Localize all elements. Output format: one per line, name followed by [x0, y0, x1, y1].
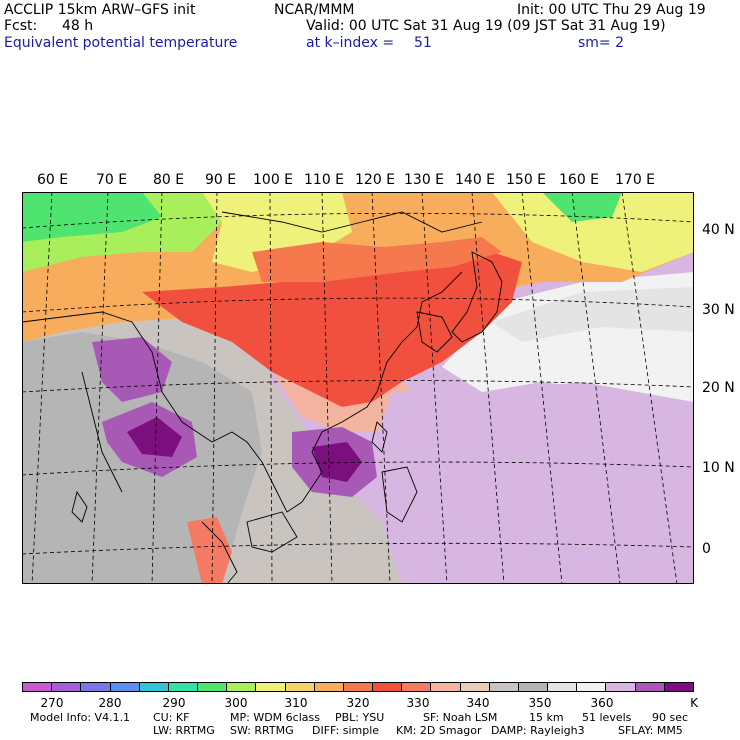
colorbar-swatch	[139, 683, 169, 691]
field-name: Equivalent potential temperature	[4, 35, 238, 51]
colorbar-swatch	[402, 683, 432, 691]
region-north-pacific-gray	[492, 287, 694, 342]
forecast-label: Fcst:	[4, 18, 38, 34]
forecast-hours: 48 h	[62, 18, 94, 34]
colorbar-tick: 310	[284, 696, 308, 710]
lon-label: 160 E	[559, 172, 600, 188]
colorbar-swatch	[343, 683, 374, 691]
lon-label: 100 E	[253, 172, 294, 188]
footer-damp: DAMP: Rayleigh3	[491, 724, 585, 737]
level-value: 51	[414, 35, 432, 51]
footer-lw: LW: RRTMG	[153, 724, 215, 737]
colorbar-swatch	[256, 683, 286, 691]
lat-label: 0	[702, 541, 711, 557]
colorbar-unit: K	[690, 696, 698, 710]
lon-label: 170 E	[615, 172, 656, 188]
colorbar-tick: 290	[162, 696, 186, 710]
footer-km: KM: 2D Smagor	[396, 724, 482, 737]
footer-sflay: SFLAY: MM5	[618, 724, 683, 737]
colorbar-tick: 340	[466, 696, 490, 710]
colorbar-swatch	[23, 683, 53, 691]
colorbar-tick: 330	[406, 696, 430, 710]
map-border	[22, 192, 694, 584]
colorbar-swatch	[664, 683, 693, 691]
colorbar-swatch	[577, 683, 607, 691]
footer-sw: SW: RRTMG	[230, 724, 294, 737]
colorbar-swatch	[168, 683, 199, 691]
footer-cu: CU: KF	[153, 711, 190, 724]
region-sumatra	[187, 517, 232, 584]
colorbar	[22, 682, 694, 692]
map-panel	[22, 192, 694, 584]
region-south-china-sea-core	[312, 442, 362, 482]
region-bay-of-bengal-core	[127, 417, 182, 457]
region-far-north-east	[492, 192, 694, 272]
model-title: ACCLIP 15km ARW–GFS init	[4, 2, 196, 18]
lon-label: 80 E	[153, 172, 185, 188]
footer-sf: SF: Noah LSM	[423, 711, 498, 724]
lat-label: 30 N	[702, 302, 735, 318]
lat-label: 40 N	[702, 222, 735, 238]
colorbar-tick: 300	[224, 696, 248, 710]
region-central-asia-band	[252, 237, 502, 282]
colorbar-swatch	[227, 683, 257, 691]
colorbar-swatch	[518, 683, 549, 691]
footer-levels: 51 levels	[582, 711, 632, 724]
valid-time: Valid: 00 UTC Sat 31 Aug 19 (09 JST Sat …	[306, 18, 666, 34]
colorbar-swatch	[460, 683, 490, 691]
lon-label: 110 E	[304, 172, 345, 188]
colorbar-swatch	[110, 683, 140, 691]
colorbar-swatch	[52, 683, 82, 691]
colorbar-tick: 320	[346, 696, 370, 710]
colorbar-swatch	[548, 683, 578, 691]
colorbar-swatch	[606, 683, 636, 691]
colorbar-swatch	[373, 683, 403, 691]
smoothing-label: sm= 2	[578, 35, 625, 51]
center-label: NCAR/MMM	[274, 2, 355, 18]
init-time: Init: 00 UTC Thu 29 Aug 19	[517, 2, 706, 18]
lat-label: 10 N	[702, 460, 735, 476]
lon-label: 90 E	[205, 172, 237, 188]
region-far-north-east-green	[542, 192, 622, 222]
colorbar-tick: 280	[98, 696, 122, 710]
footer-resolution: 15 km	[529, 711, 564, 724]
colorbar-swatch	[431, 683, 461, 691]
colorbar-swatch	[285, 683, 315, 691]
region-north-west-green	[22, 192, 162, 242]
colorbar-swatch	[198, 683, 228, 691]
graticule	[22, 192, 694, 584]
footer-diff: DIFF: simple	[312, 724, 380, 737]
region-western-pacific	[372, 382, 694, 584]
footer-model-info: Model Info: V4.1.1	[30, 711, 131, 724]
colorbar-tick: 270	[40, 696, 64, 710]
footer-mp: MP: WDM 6class	[230, 711, 320, 724]
colorbar-swatch	[314, 683, 344, 691]
colorbar-tick: 350	[528, 696, 552, 710]
colorbar-swatch	[635, 683, 665, 691]
colorbar-tick: 360	[590, 696, 614, 710]
theta-e-map	[22, 192, 694, 584]
level-label: at k–index =	[306, 35, 395, 51]
footer-pbl: PBL: YSU	[335, 711, 385, 724]
colorbar-swatch	[489, 683, 519, 691]
region-china-east-asia	[142, 252, 522, 407]
lon-label: 70 E	[96, 172, 128, 188]
lon-label: 120 E	[355, 172, 396, 188]
lon-label: 140 E	[455, 172, 496, 188]
footer-timestep: 90 sec	[652, 711, 689, 724]
lat-label: 20 N	[702, 380, 735, 396]
lon-label: 60 E	[37, 172, 69, 188]
lon-label: 150 E	[506, 172, 547, 188]
colorbar-swatch	[81, 683, 111, 691]
lon-label: 130 E	[404, 172, 445, 188]
